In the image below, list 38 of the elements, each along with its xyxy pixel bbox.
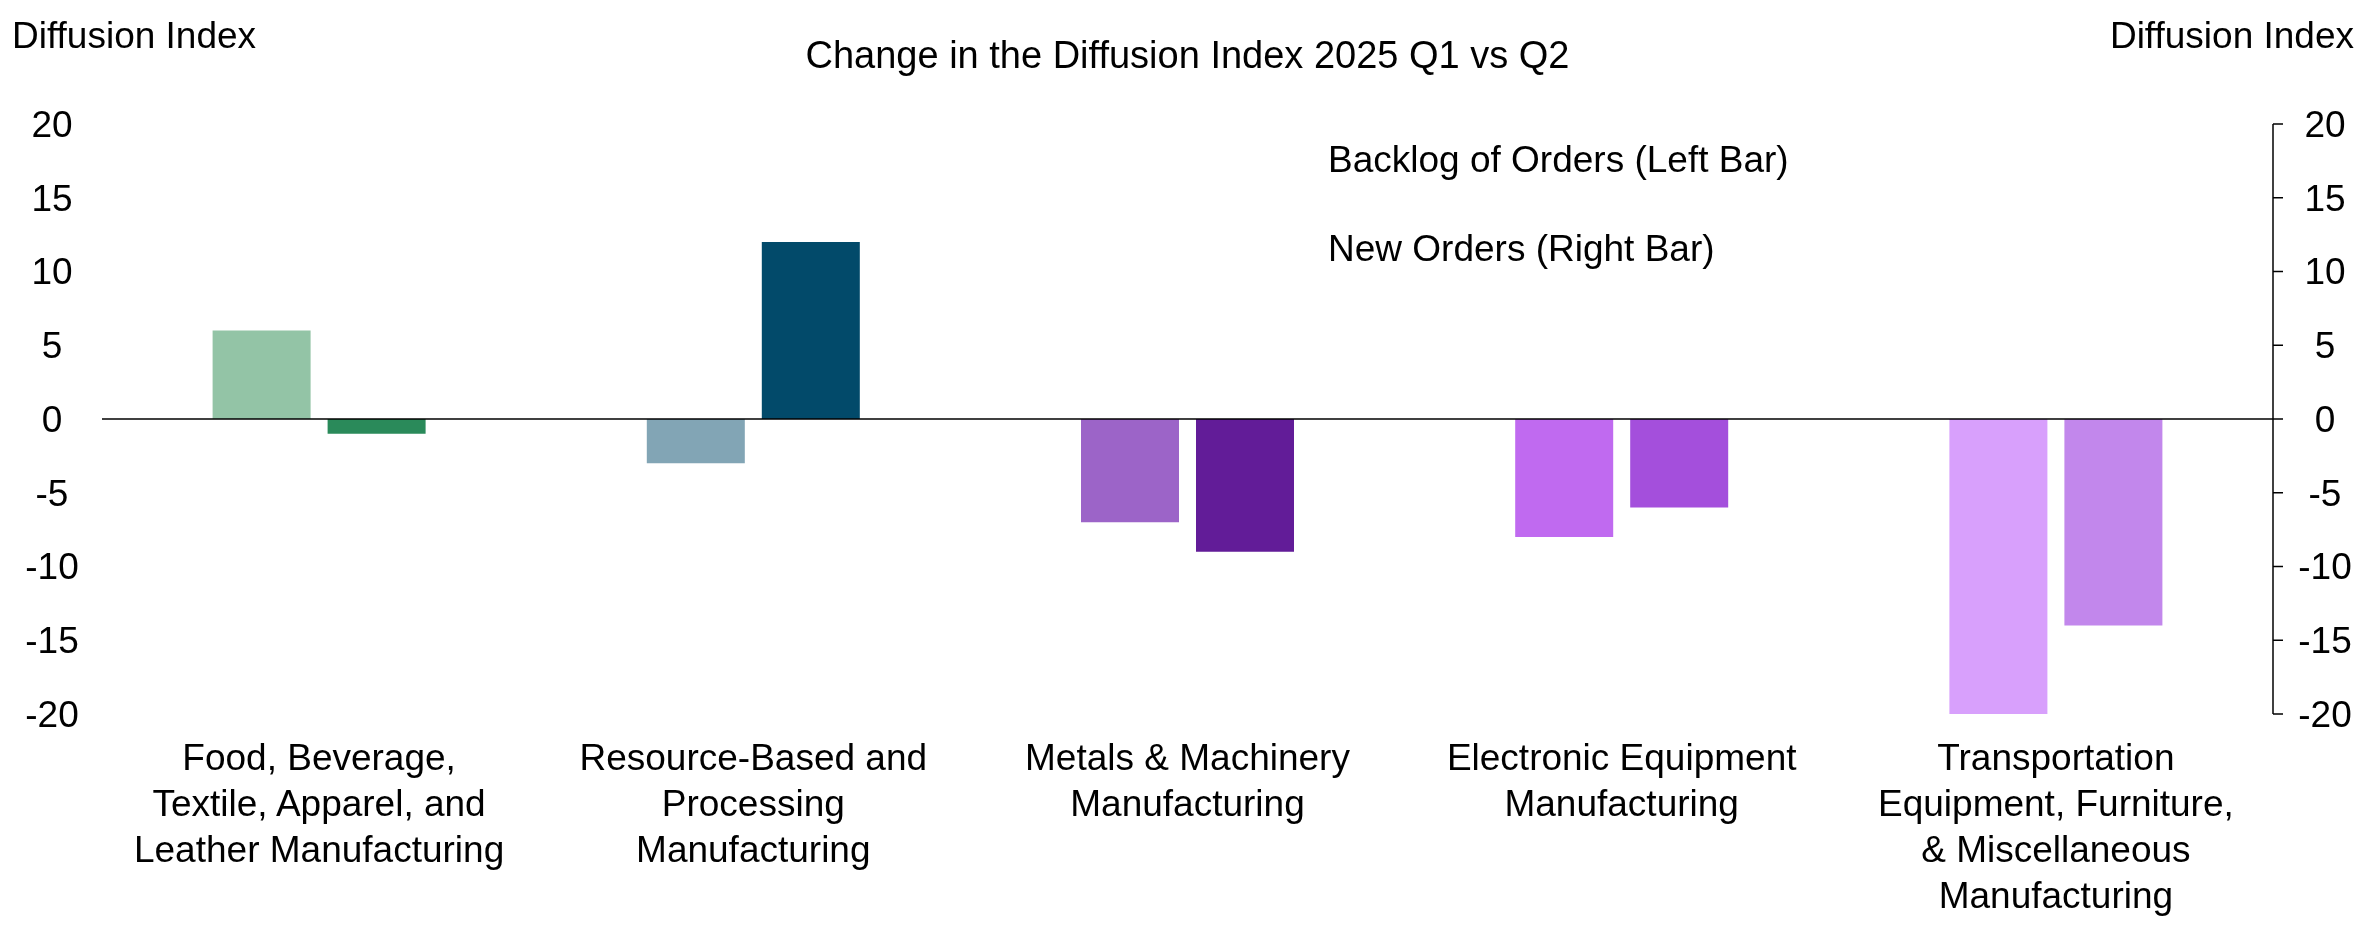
y2-tick-label: 20 (2304, 103, 2346, 145)
bar (1515, 419, 1614, 537)
bar (1949, 419, 2048, 714)
y2-tick-label: 5 (2314, 325, 2336, 367)
bar (327, 419, 426, 434)
y-tick-label: -15 (25, 620, 79, 662)
bar (2064, 419, 2163, 626)
y2-tick-label: -10 (2298, 546, 2352, 588)
y-tick-label: 15 (31, 177, 73, 219)
y-axis-title: Diffusion Index (12, 15, 257, 56)
bar (761, 242, 860, 419)
y-tick-label: -10 (25, 546, 79, 588)
bar (1081, 419, 1179, 523)
y-tick-label: 10 (31, 251, 73, 293)
y-tick-label: 20 (31, 103, 73, 145)
bar (212, 330, 311, 419)
y2-tick-label: -15 (2298, 620, 2352, 662)
y-tick-label: 5 (41, 325, 63, 367)
y2-axis-title: Diffusion Index (2109, 15, 2355, 56)
y-tick-label: 0 (41, 398, 63, 440)
x-tick-label: Metals & Machinery Manufacturing (1025, 737, 1351, 824)
annotation: New Orders (Right Bar) (1328, 228, 1715, 269)
y2-tick-label: 0 (2314, 398, 2336, 440)
y2-tick-label: -20 (2298, 693, 2352, 735)
y-tick-label: -5 (35, 472, 69, 514)
annotation: Backlog of Orders (Left Bar) (1328, 139, 1789, 180)
chart-title: Change in the Diffusion Index 2025 Q1 vs Q2 (805, 34, 1570, 76)
x-tick-label: Electronic Equipment Manufacturing (1446, 737, 1798, 824)
bar (1630, 419, 1729, 508)
x-tick-label: Resource-Based and Processing Manufacturing (579, 737, 928, 870)
y2-tick-label: -5 (2308, 472, 2342, 514)
bar (646, 419, 745, 464)
y2-tick-label: 15 (2304, 177, 2346, 219)
x-tick-label: Food, Beverage, Textile, Apparel, and Leather Manufacturing (133, 737, 505, 870)
y2-tick-label: 10 (2304, 251, 2346, 293)
x-tick-label: Transportation Equipment, Furniture, & Miscellaneous Manufacturing (1878, 737, 2234, 916)
bar (1196, 419, 1294, 552)
y-tick-label: -20 (25, 693, 79, 735)
